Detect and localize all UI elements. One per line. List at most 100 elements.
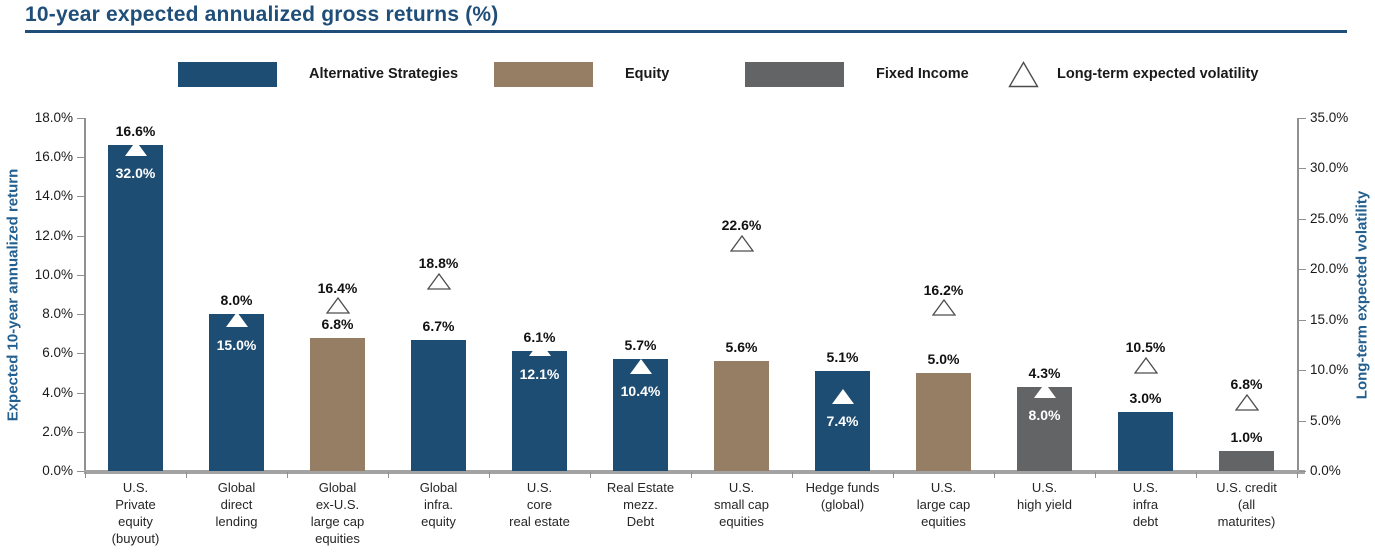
x-axis-category-tick bbox=[489, 472, 490, 478]
volatility-value-label: 16.2% bbox=[923, 281, 964, 298]
bar bbox=[1017, 386, 1072, 471]
bar-value-label: 5.6% bbox=[725, 339, 758, 356]
legend-item-equity: Equity bbox=[494, 61, 669, 87]
volatility-triangle-icon bbox=[1033, 382, 1057, 399]
bar-value-label: 5.1% bbox=[826, 348, 859, 365]
bar-value-label: 6.7% bbox=[422, 317, 455, 334]
y-axis-tick-right bbox=[1298, 420, 1306, 422]
volatility-triangle-icon bbox=[528, 340, 552, 357]
x-axis-category-tick bbox=[691, 472, 692, 478]
y-axis-tick-right bbox=[1298, 168, 1306, 170]
volatility-value-label: 8.0% bbox=[1028, 407, 1061, 424]
y-axis-tick-label-right: 25.0% bbox=[1310, 210, 1349, 226]
y-axis-tick-label-right: 5.0% bbox=[1310, 412, 1341, 428]
y-axis-tick-label-left: 8.0% bbox=[42, 306, 73, 322]
category-label: U.S. core real estate bbox=[509, 480, 570, 529]
volatility-triangle-icon bbox=[729, 234, 754, 252]
x-axis-category-tick bbox=[893, 472, 894, 478]
page-title: 10-year expected annualized gross return… bbox=[25, 3, 499, 26]
volatility-value-label: 15.0% bbox=[216, 336, 257, 353]
bar bbox=[1118, 412, 1173, 471]
legend-item-alternative-strategies: Alternative Strategies bbox=[178, 61, 458, 87]
x-axis-category-tick bbox=[994, 472, 995, 478]
y-axis-tick-left bbox=[77, 274, 84, 276]
y-axis-tick-label-right: 20.0% bbox=[1310, 261, 1349, 277]
y-axis-tick-right bbox=[1298, 218, 1306, 220]
category-label: U.S. large cap equities bbox=[916, 480, 971, 529]
y-axis-tick-left bbox=[77, 353, 84, 355]
volatility-value-label: 16.4% bbox=[317, 279, 358, 296]
y-axis-tick-label-left: 0.0% bbox=[42, 463, 73, 478]
legend-item-volatility: Long-term expected volatility bbox=[1008, 60, 1259, 88]
x-axis-category-tick bbox=[590, 472, 591, 478]
volatility-value-label: 22.6% bbox=[721, 217, 762, 234]
bar bbox=[815, 370, 870, 471]
y-axis-tick-label-left: 16.0% bbox=[34, 149, 73, 165]
bar-value-label: 6.8% bbox=[321, 315, 354, 332]
x-axis-category-tick bbox=[388, 472, 389, 478]
legend-item-fixed-income: Fixed Income bbox=[745, 61, 969, 87]
volatility-value-label: 7.4% bbox=[826, 413, 859, 430]
volatility-value-label: 18.8% bbox=[418, 255, 459, 272]
y-axis-tick-left bbox=[77, 118, 84, 119]
y-axis-tick-right bbox=[1298, 118, 1306, 119]
bar-value-label: 3.0% bbox=[1129, 390, 1162, 407]
y-axis-tick-label-right: 0.0% bbox=[1310, 463, 1341, 478]
bar bbox=[108, 145, 163, 471]
legend-label: Long-term expected volatility bbox=[1057, 66, 1259, 82]
volatility-value-label: 10.5% bbox=[1125, 339, 1166, 356]
y-axis-tick-left bbox=[77, 314, 84, 316]
volatility-triangle-icon bbox=[931, 299, 956, 316]
y-axis-tick-label-left: 4.0% bbox=[42, 384, 73, 400]
legend-label: Fixed Income bbox=[876, 66, 969, 82]
volatility-value-label: 10.4% bbox=[620, 383, 661, 400]
category-label: U.S. credit (all maturites) bbox=[1216, 480, 1277, 529]
y-axis-tick-label-left: 14.0% bbox=[34, 188, 73, 204]
bar bbox=[1219, 451, 1274, 471]
y-axis-tick-left bbox=[77, 235, 84, 237]
y-axis-tick-left bbox=[77, 471, 84, 472]
volatility-triangle-icon bbox=[225, 311, 249, 328]
category-label: Hedge funds (global) bbox=[805, 480, 880, 512]
left-axis-title: Expected 10-year annualized return bbox=[4, 168, 22, 422]
y-axis-tick-left bbox=[77, 157, 84, 159]
y-axis-tick-left bbox=[77, 431, 84, 433]
legend-label: Alternative Strategies bbox=[309, 66, 459, 82]
legend-swatch-alternative-strategies bbox=[178, 61, 277, 87]
y-axis-tick-label-right: 10.0% bbox=[1310, 362, 1349, 378]
legend-swatch-equity bbox=[494, 61, 593, 87]
bar bbox=[310, 337, 365, 471]
bar-value-label: 4.3% bbox=[1028, 364, 1061, 381]
volatility-triangle-icon bbox=[629, 358, 653, 375]
y-axis-tick-label-right: 35.0% bbox=[1310, 110, 1349, 125]
y-axis-tick-left bbox=[77, 392, 84, 394]
x-axis-category-tick bbox=[1297, 472, 1298, 478]
y-axis-tick-label-left: 12.0% bbox=[34, 227, 73, 243]
y-axis-tick-label-right: 15.0% bbox=[1310, 311, 1349, 327]
volatility-value-label: 32.0% bbox=[115, 165, 156, 182]
chart-title-underline: 10-year expected annualized gross return… bbox=[25, 3, 1347, 33]
bar bbox=[512, 351, 567, 471]
bar-value-label: 16.6% bbox=[115, 123, 156, 140]
bar bbox=[714, 361, 769, 471]
category-label: Real Estate mezz. Debt bbox=[606, 480, 675, 529]
x-axis-category-tick bbox=[1095, 472, 1096, 478]
triangle-marker-icon bbox=[1008, 60, 1039, 88]
category-label: Global infra. equity bbox=[419, 480, 458, 529]
volatility-triangle-icon bbox=[831, 388, 855, 405]
category-label: U.S. small cap equities bbox=[714, 480, 769, 529]
bar-value-label: 1.0% bbox=[1230, 429, 1263, 446]
volatility-triangle-icon bbox=[426, 272, 451, 290]
y-axis-tick-right bbox=[1298, 319, 1306, 321]
volatility-triangle-icon bbox=[124, 140, 148, 157]
category-label: U.S. infra debt bbox=[1132, 480, 1159, 529]
y-axis-tick-label-left: 18.0% bbox=[34, 110, 73, 125]
y-axis-line-right bbox=[1297, 118, 1299, 471]
x-axis-category-tick bbox=[186, 472, 187, 478]
bar bbox=[209, 314, 264, 471]
x-axis-category-tick bbox=[1196, 472, 1197, 478]
y-axis-tick-label-left: 6.0% bbox=[42, 345, 73, 361]
y-axis-tick-right bbox=[1298, 471, 1306, 472]
category-label: U.S. Private equity (buyout) bbox=[111, 480, 160, 546]
